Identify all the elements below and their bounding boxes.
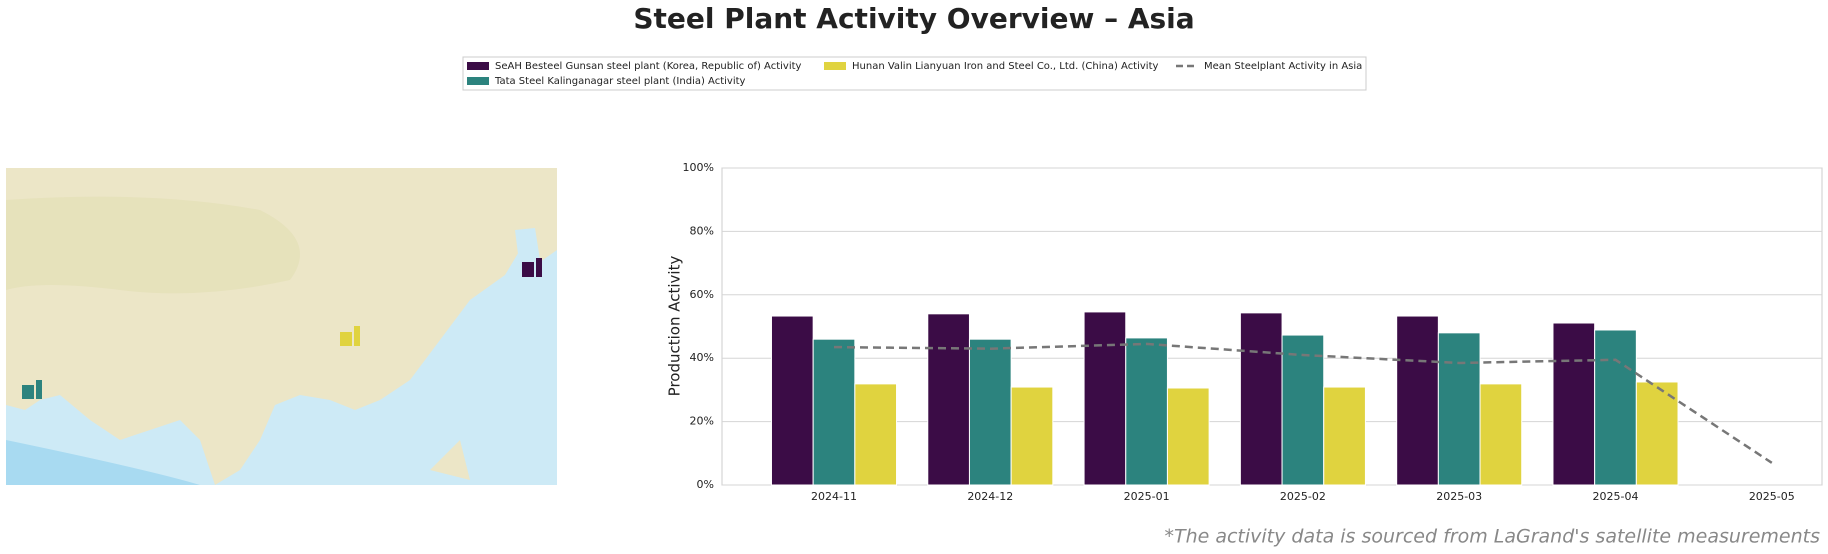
x-tick-label: 2025-02 [1280,490,1326,503]
y-tick-label: 0% [697,478,714,491]
bar [1323,386,1366,486]
y-tick-label: 40% [690,351,714,364]
y-tick-label: 80% [690,224,714,237]
x-tick-label: 2025-05 [1749,490,1795,503]
legend-swatch [467,77,489,85]
y-tick-label: 20% [690,415,714,428]
legend-label: SeAH Besteel Gunsan steel plant (Korea, … [495,61,802,72]
bar [927,313,970,486]
bar [1479,383,1523,486]
legend-label: Hunan Valin Lianyuan Iron and Steel Co.,… [852,61,1159,72]
x-tick-label: 2024-11 [811,490,857,503]
chart-title: Steel Plant Activity Overview – Asia [633,2,1194,35]
bar [1594,329,1637,486]
footnote: *The activity data is sourced from LaGra… [1164,526,1820,548]
bar [1396,315,1439,486]
bar [1281,334,1325,486]
bar [1083,311,1127,486]
legend-swatch [467,62,489,70]
y-tick-label: 60% [690,288,714,301]
legend-box [462,56,1367,91]
bar [1166,387,1210,486]
map [6,168,557,485]
legend-label: Tata Steel Kalinganagar steel plant (Ind… [494,76,746,87]
bar [812,338,856,486]
bar [854,383,898,486]
bar [1125,337,1168,486]
y-tick-label: 100% [683,161,714,174]
x-tick-label: 2025-01 [1124,490,1170,503]
bar [1552,322,1596,486]
legend-label: Mean Steelplant Activity in Asia [1204,61,1362,72]
bar [968,338,1012,486]
x-tick-label: 2024-12 [967,490,1013,503]
bar [1437,332,1481,486]
x-tick-label: 2025-03 [1436,490,1482,503]
bar [1010,386,1054,486]
y-axis-label: Production Activity [666,256,684,397]
bar [1635,381,1679,486]
legend-swatch [824,62,846,70]
bar [770,315,814,486]
x-tick-label: 2025-04 [1593,490,1639,503]
bar [1239,312,1283,486]
mean-line [833,342,1773,464]
